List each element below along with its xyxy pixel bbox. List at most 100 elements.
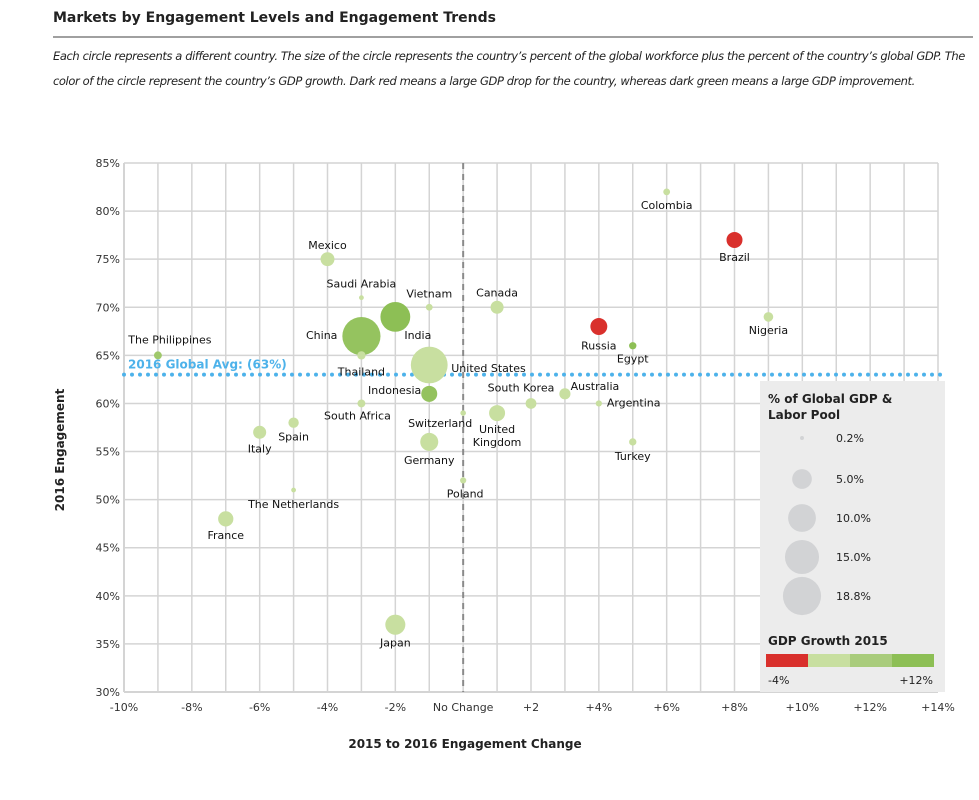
point-label: Mexico <box>308 239 347 252</box>
y-tick-label: 40% <box>96 590 120 603</box>
legend-color-swatch <box>892 654 934 667</box>
data-point-russia: Russia <box>581 318 617 353</box>
x-tick-label: -2% <box>385 701 406 714</box>
bubble <box>629 342 637 350</box>
data-point-argentina: Argentina <box>595 396 661 409</box>
bubble <box>288 417 299 428</box>
data-point-saudi-arabia: Saudi Arabia <box>327 278 397 301</box>
legend-size-label: 15.0% <box>836 551 871 564</box>
bubble <box>218 511 234 527</box>
legend-color-max: +12% <box>899 674 933 687</box>
bubble <box>590 318 608 335</box>
bubble <box>421 385 438 402</box>
x-tick-label: +12% <box>853 701 887 714</box>
point-label: Switzerland <box>408 417 472 430</box>
point-label: United States <box>451 362 526 375</box>
data-point-south-africa: South Africa <box>324 399 391 422</box>
point-label: Nigeria <box>749 324 788 337</box>
legend-color-swatch <box>808 654 850 667</box>
data-point-italy: Italy <box>248 425 272 455</box>
data-point-united-kingdom: United Kingdom <box>473 405 522 449</box>
bubble <box>342 317 381 356</box>
data-point-south-korea: South Korea <box>488 381 554 409</box>
data-point-nigeria: Nigeria <box>749 312 788 337</box>
bubble <box>420 432 439 451</box>
legend-size-label: 10.0% <box>836 512 871 525</box>
legend-size-circle <box>782 576 822 616</box>
y-tick-label: 55% <box>96 446 120 459</box>
bubble <box>357 351 366 360</box>
data-point-turkey: Turkey <box>614 438 651 463</box>
data-point-china: China <box>306 317 381 356</box>
y-tick-label: 60% <box>96 397 120 410</box>
point-label: Italy <box>248 442 272 455</box>
chart-title: Markets by Engagement Levels and Engagem… <box>53 10 496 26</box>
legend-size-label: 5.0% <box>836 473 864 486</box>
bubble <box>153 351 162 360</box>
legend-color-swatch <box>766 654 808 667</box>
legend-size-circle <box>788 504 816 532</box>
data-point-thailand: Thailand <box>337 351 385 378</box>
data-point-indonesia: Indonesia <box>368 384 438 402</box>
y-tick-label: 70% <box>96 301 120 314</box>
bubble <box>595 400 602 407</box>
bubble <box>489 405 506 422</box>
y-tick-label: 65% <box>96 349 120 362</box>
point-label: Brazil <box>719 251 750 264</box>
x-tick-label: +14% <box>921 701 955 714</box>
y-tick-label: 35% <box>96 638 120 651</box>
legend-color-min: -4% <box>768 674 789 687</box>
data-point-colombia: Colombia <box>641 188 693 212</box>
y-tick-label: 85% <box>96 157 120 170</box>
bubble <box>525 398 537 409</box>
y-tick-label: 45% <box>96 542 120 555</box>
y-tick-label: 50% <box>96 494 120 507</box>
point-label: Japan <box>379 637 411 650</box>
point-label: The Philippines <box>127 333 211 346</box>
point-label: Saudi Arabia <box>327 278 397 291</box>
bubble <box>559 388 571 400</box>
point-label: China <box>306 329 337 342</box>
bubble <box>410 346 448 384</box>
data-point-australia: Australia <box>559 380 619 400</box>
x-tick-label: -8% <box>181 701 202 714</box>
data-point-the-netherlands: The Netherlands <box>247 487 339 511</box>
point-label: Indonesia <box>368 384 421 397</box>
data-point-japan: Japan <box>379 614 411 650</box>
legend-size-label: 18.8% <box>836 590 871 603</box>
x-tick-label: -4% <box>317 701 338 714</box>
data-point-canada: Canada <box>476 286 518 314</box>
data-point-united-states: United States <box>410 346 526 384</box>
point-label: United Kingdom <box>473 423 522 449</box>
legend-size-title-line1: % of Global GDP & <box>768 392 892 406</box>
point-label: Spain <box>278 431 309 444</box>
bubble <box>359 295 364 301</box>
data-point-vietnam: Vietnam <box>406 287 452 311</box>
data-point-germany: Germany <box>404 432 455 467</box>
point-label: Argentina <box>607 396 661 409</box>
y-tick-label: 30% <box>96 686 120 699</box>
point-label: Turkey <box>614 450 651 463</box>
x-tick-label: +6% <box>653 701 680 714</box>
point-label: Colombia <box>641 199 693 212</box>
point-label: Germany <box>404 454 455 467</box>
y-tick-label: 80% <box>96 205 120 218</box>
bubble <box>629 438 637 446</box>
legend-size-circle <box>784 539 820 575</box>
point-label: Canada <box>476 286 518 299</box>
x-tick-label: +2 <box>523 701 539 714</box>
point-label: Vietnam <box>406 287 452 300</box>
legend-size-label: 0.2% <box>836 432 864 445</box>
bubble <box>460 410 466 416</box>
x-tick-label: +10% <box>785 701 819 714</box>
point-label: South Africa <box>324 409 391 422</box>
data-point-france: France <box>207 511 244 542</box>
global-average-label: 2016 Global Avg: (63%) <box>128 358 287 372</box>
legend-size-circle <box>792 469 812 489</box>
legend-color-title: GDP Growth 2015 <box>768 634 888 648</box>
point-label: Egypt <box>617 353 649 366</box>
data-point-the-philippines: The Philippines <box>127 333 212 360</box>
point-label: India <box>404 329 431 342</box>
